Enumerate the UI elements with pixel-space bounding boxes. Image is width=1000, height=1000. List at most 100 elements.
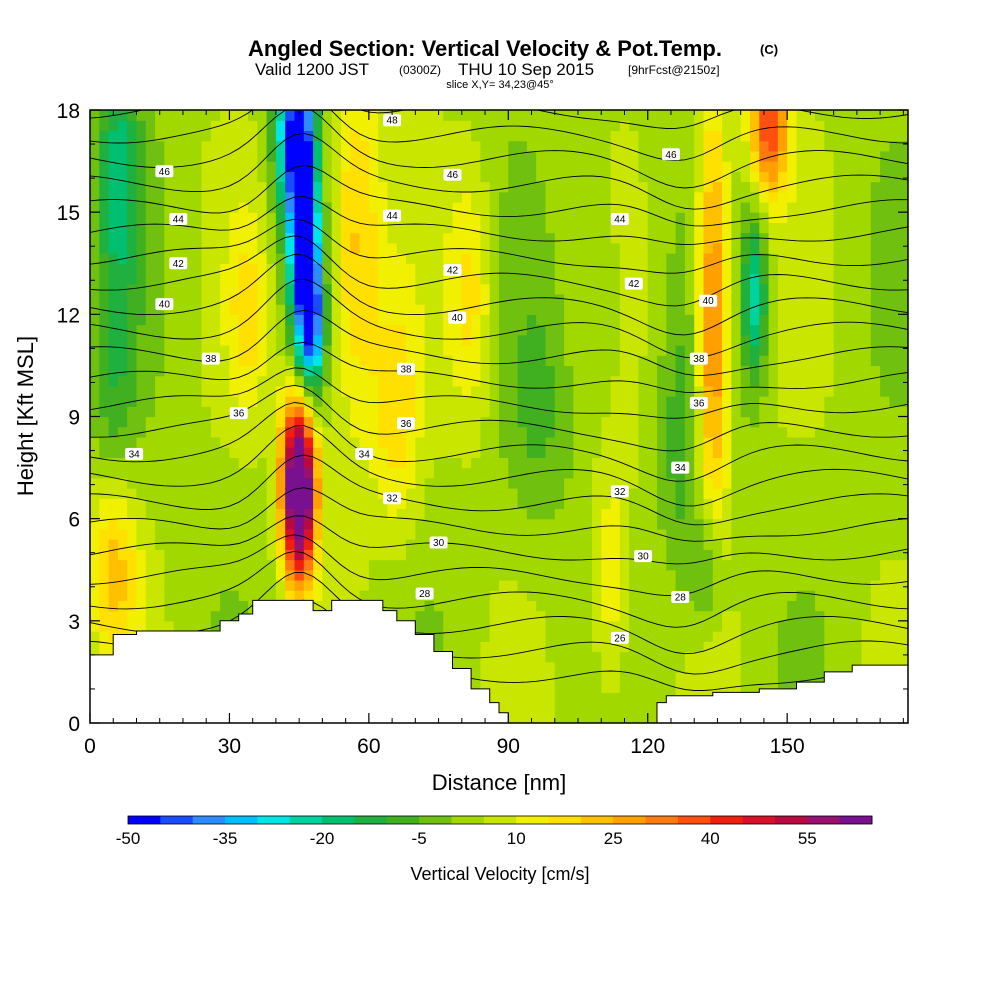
velocity-cell (117, 436, 128, 448)
velocity-cell (294, 355, 305, 367)
velocity-cell (210, 161, 221, 172)
velocity-cell (545, 324, 556, 336)
velocity-cell (220, 447, 231, 458)
velocity-cell (499, 191, 509, 203)
velocity-cell (824, 375, 835, 387)
velocity-cell (675, 273, 686, 285)
velocity-cell (740, 385, 751, 397)
velocity-cell (424, 181, 435, 193)
velocity-cell (657, 508, 667, 520)
velocity-cell (415, 222, 426, 234)
velocity-cell (164, 130, 175, 142)
velocity-cell (210, 110, 221, 121)
velocity-cell (480, 518, 491, 530)
velocity-cell (164, 528, 175, 540)
velocity-cell (787, 457, 798, 469)
velocity-cell (694, 222, 705, 234)
velocity-cell (852, 600, 863, 612)
velocity-cell (619, 549, 630, 561)
velocity-cell (238, 222, 249, 234)
velocity-cell (433, 110, 444, 121)
velocity-cell (694, 539, 705, 550)
velocity-cell (601, 600, 612, 612)
velocity-cell (657, 232, 667, 244)
velocity-cell (722, 569, 732, 581)
velocity-cell (731, 610, 742, 622)
velocity-cell (777, 651, 788, 663)
velocity-cell (396, 518, 407, 530)
velocity-cell (443, 528, 454, 540)
velocity-cell (815, 344, 825, 356)
velocity-cell (90, 181, 100, 193)
velocity-cell (90, 242, 100, 254)
velocity-cell (759, 682, 770, 693)
velocity-cell (777, 365, 788, 377)
velocity-cell (647, 498, 658, 510)
velocity-cell (536, 590, 547, 602)
velocity-cell (591, 590, 602, 602)
velocity-cell (248, 171, 258, 183)
velocity-cell (499, 283, 509, 295)
velocity-cell (229, 140, 240, 152)
velocity-cell (331, 324, 342, 336)
velocity-cell (164, 201, 175, 213)
velocity-cell (415, 212, 426, 223)
velocity-cell (787, 447, 798, 458)
velocity-cell (90, 579, 100, 591)
velocity-cell (303, 447, 314, 458)
velocity-cell (787, 498, 798, 510)
velocity-cell (117, 161, 128, 172)
velocity-cell (359, 344, 370, 356)
velocity-cell (657, 140, 667, 152)
velocity-cell (173, 579, 184, 591)
velocity-cell (99, 334, 110, 346)
velocity-cell (415, 201, 426, 213)
velocity-cell (508, 273, 519, 285)
velocity-cell (694, 518, 705, 530)
velocity-cell (173, 498, 184, 510)
velocity-cell (350, 120, 361, 132)
velocity-cell (173, 140, 184, 152)
velocity-cell (248, 263, 258, 275)
velocity-cell (378, 508, 389, 520)
velocity-cell (433, 273, 444, 285)
velocity-cell (173, 344, 184, 356)
velocity-cell (229, 232, 240, 244)
velocity-cell (573, 283, 584, 295)
velocity-cell (331, 263, 342, 275)
velocity-cell (517, 559, 528, 571)
velocity-cell (787, 140, 798, 152)
velocity-cell (749, 283, 760, 295)
velocity-cell (777, 416, 788, 428)
velocity-cell (759, 222, 770, 234)
velocity-cell (722, 140, 732, 152)
velocity-cell (777, 375, 788, 387)
velocity-cell (684, 365, 695, 377)
velocity-cell (387, 467, 398, 479)
velocity-cell (647, 273, 658, 285)
velocity-cell (759, 539, 770, 550)
velocity-cell (285, 293, 296, 305)
velocity-cell (182, 161, 193, 172)
velocity-cell (647, 334, 658, 346)
velocity-cell (201, 140, 212, 152)
velocity-cell (210, 344, 221, 356)
velocity-cell (815, 661, 825, 673)
velocity-cell (833, 600, 844, 612)
velocity-cell (368, 201, 379, 213)
velocity-cell (638, 631, 649, 642)
velocity-cell (350, 406, 361, 418)
velocity-cell (787, 406, 798, 418)
velocity-cell (313, 140, 323, 152)
velocity-cell (424, 477, 435, 489)
velocity-cell (248, 283, 258, 295)
velocity-cell (461, 120, 472, 132)
velocity-cell (275, 212, 286, 223)
velocity-cell (722, 641, 732, 653)
velocity-cell (768, 365, 779, 377)
velocity-cell (238, 508, 249, 520)
velocity-cell (722, 120, 732, 132)
velocity-cell (117, 304, 128, 315)
velocity-cell (740, 171, 751, 183)
velocity-cell (396, 130, 407, 142)
